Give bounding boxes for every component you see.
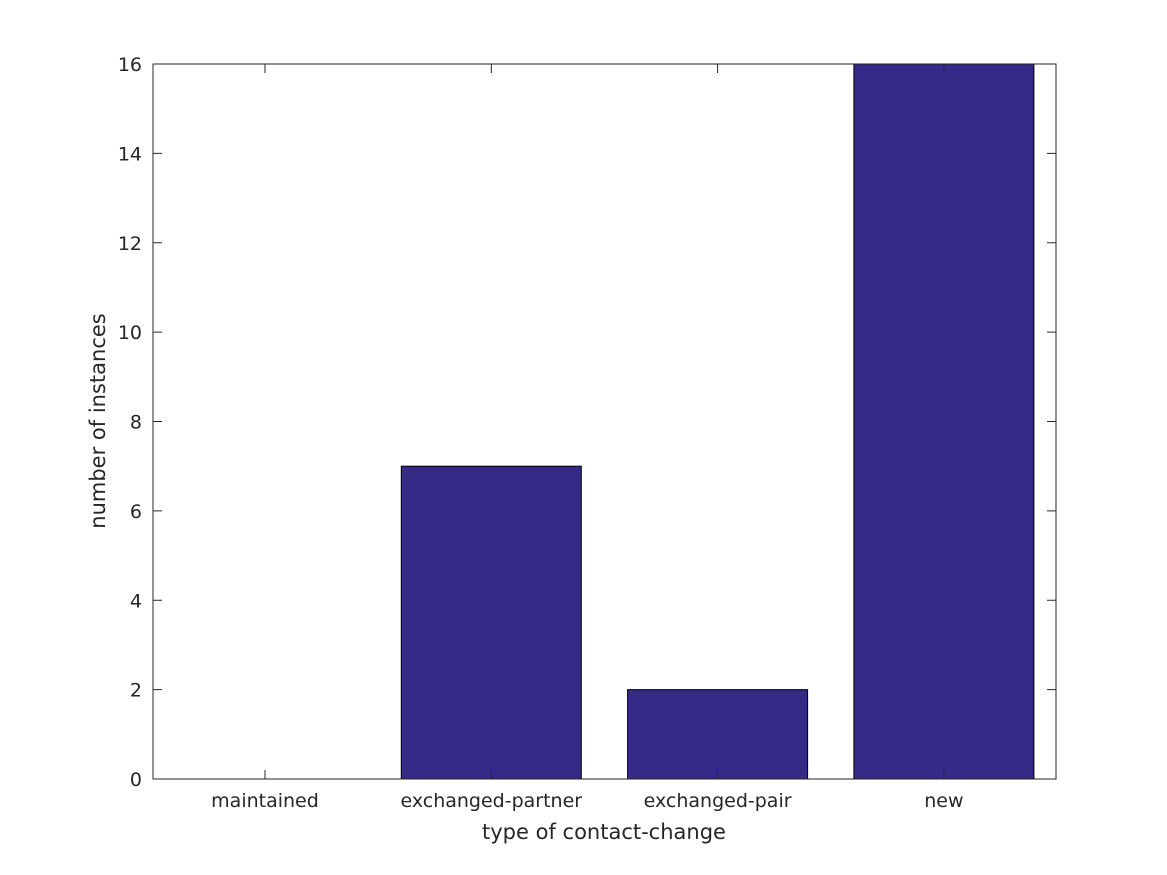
bar-exchanged-pair [627,689,809,780]
x-tick-label: new [924,790,963,812]
x-tick-label: exchanged-partner [400,790,582,812]
x-axis-title: type of contact-change [482,820,726,844]
bars [400,63,1035,780]
y-axis-title: number of instances [86,313,110,528]
bar-exchanged-partner [400,465,582,780]
y-tick-label: 2 [130,680,142,702]
y-tick-label: 8 [130,412,142,434]
y-tick-label: 4 [130,590,142,612]
y-tick-label: 14 [118,143,142,165]
axis-ticks [153,63,1056,780]
y-tick-label: 0 [130,769,142,791]
y-tick-label: 16 [118,54,142,76]
x-tick-label: maintained [211,790,319,812]
y-tick-label: 6 [130,501,142,523]
y-tick-label: 10 [118,322,142,344]
bar-new [853,63,1035,780]
y-tick-label: 12 [118,233,142,255]
x-tick-label: exchanged-pair [644,790,792,812]
